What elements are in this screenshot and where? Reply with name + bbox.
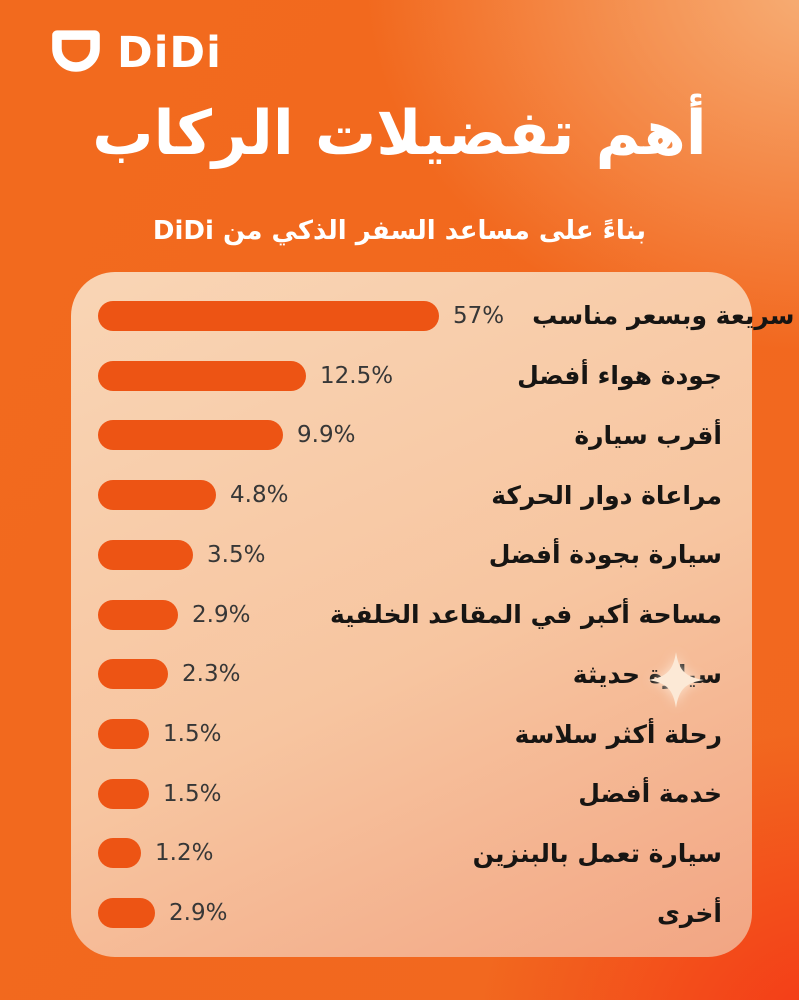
bar-row: 1.5% رحلة أكثر سلاسة bbox=[98, 704, 722, 764]
bar-row: 4.8% مراعاة دوار الحركة bbox=[98, 465, 722, 525]
bar bbox=[98, 480, 216, 511]
bar bbox=[98, 659, 168, 690]
bar-row: 2.9% أخرى bbox=[98, 883, 722, 943]
bar-row: 1.5% خدمة أفضل bbox=[98, 764, 722, 824]
didi-logo-icon bbox=[52, 30, 100, 72]
bar-value-label: 4.8% bbox=[230, 482, 289, 509]
bar-category-label: مراعاة دوار الحركة bbox=[491, 480, 722, 510]
bar-row: 1.2% سيارة تعمل بالبنزين bbox=[98, 824, 722, 884]
bar bbox=[98, 719, 149, 749]
bar bbox=[98, 539, 193, 570]
bar bbox=[98, 360, 306, 391]
bar-value-label: 9.9% bbox=[297, 422, 356, 449]
bar-category-label: سيارة تعمل بالبنزين bbox=[472, 838, 722, 868]
bar-category-label: خدمة أفضل bbox=[578, 779, 722, 809]
bar-row: 12.5% جودة هواء أفضل bbox=[98, 346, 722, 406]
bar bbox=[98, 778, 149, 809]
bar-category-label: سيارة بجودة أفضل bbox=[488, 540, 722, 570]
bar-value-label: 3.5% bbox=[207, 541, 266, 568]
bar bbox=[98, 599, 178, 630]
sparkle-icon bbox=[648, 652, 704, 708]
didi-logo: DiDi bbox=[48, 26, 222, 80]
bar-category-label: مساحة أكبر في المقاعد الخلفية bbox=[330, 600, 722, 630]
bar-category-label: جودة هواء أفضل bbox=[517, 361, 722, 391]
bar-category-label: رحلة أكثر سلاسة bbox=[514, 719, 722, 749]
bar-row: 2.9% مساحة أكبر في المقاعد الخلفية bbox=[98, 585, 722, 645]
bar-value-label: 2.9% bbox=[192, 601, 251, 628]
bar-category-label: سريعة وبسعر مناسب bbox=[532, 301, 795, 331]
bar-row: 3.5% سيارة بجودة أفضل bbox=[98, 525, 722, 585]
didi-logo-text: DiDi bbox=[117, 27, 222, 78]
bar-category-label: أقرب سيارة bbox=[574, 420, 722, 450]
bar-value-label: 12.5% bbox=[320, 362, 394, 389]
bar-value-label: 1.5% bbox=[163, 780, 222, 807]
bar bbox=[98, 898, 155, 929]
bar bbox=[98, 420, 283, 451]
bar-row: 57% سريعة وبسعر مناسب bbox=[98, 286, 794, 346]
page-title: أهم تفضيلات الركاب bbox=[92, 98, 707, 169]
bar bbox=[98, 300, 439, 331]
page-subtitle: بناءً على مساعد السفر الذكي من DiDi bbox=[152, 216, 647, 246]
bar-row: 2.3% سيارة حديثة bbox=[98, 644, 722, 704]
chart-card: 57% سريعة وبسعر مناسب 12.5% جودة هواء أفضل 9… bbox=[71, 272, 794, 957]
bar-category-label: أخرى bbox=[656, 898, 722, 928]
bar-row: 9.9% أقرب سيارة bbox=[98, 405, 722, 465]
bar-category-label: سيارة حديثة bbox=[572, 659, 722, 689]
bar-chart: 57% سريعة وبسعر مناسب 12.5% جودة هواء أفضل 9… bbox=[98, 286, 794, 943]
bar-value-label: 1.5% bbox=[163, 721, 222, 747]
bar-value-label: 57% bbox=[453, 302, 505, 329]
bar bbox=[98, 838, 141, 869]
bar-value-label: 1.2% bbox=[155, 840, 214, 867]
bar-value-label: 2.3% bbox=[182, 661, 241, 688]
bar-value-label: 2.9% bbox=[169, 900, 228, 927]
